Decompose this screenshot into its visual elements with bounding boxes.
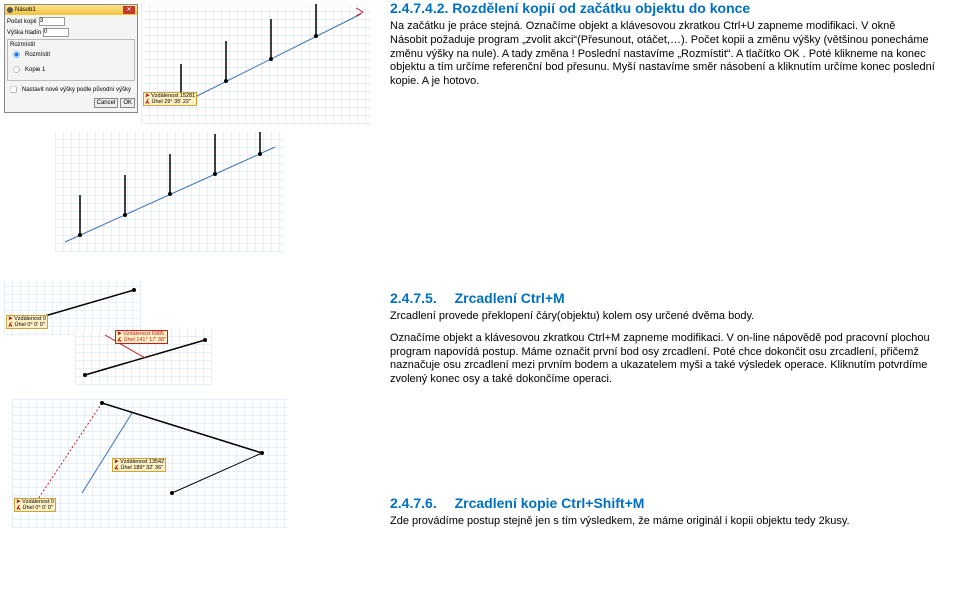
diagram-4: ➤ Vzdálenost 6985 ∡ Úhel 141° 17' 38" (75, 330, 212, 385)
close-icon[interactable]: ✕ (123, 6, 135, 14)
diag5-info-1: ➤ Vzdálenost 13542 ∡ Úhel 189° 32' 36" (112, 458, 166, 472)
heading-2: 2.4.7.5. Zrcadlení Ctrl+M (390, 290, 935, 306)
angle-icon: ∡ (114, 465, 119, 471)
dialog-titlebar: Násob1 ✕ (5, 5, 137, 15)
heading-1-title: Rozdělení kopií od začátku objektu do ko… (452, 0, 750, 16)
section-2-para2: Označíme objekt a klávesovou zkratkou Ct… (390, 332, 935, 387)
diag3-info: ➤ Vzdálenost 0 ∡ Úhel 0° 0' 0" (6, 315, 48, 329)
diagram-2 (55, 132, 285, 252)
checkbox-option[interactable] (10, 86, 17, 93)
label-height: Výška hladin (7, 30, 41, 36)
section-3: 2.4.7.6. Zrcadlení kopie Ctrl+Shift+M Zd… (390, 495, 935, 537)
diag4-info-red: ➤ Vzdálenost 6985 ∡ Úhel 141° 17' 38" (115, 330, 168, 344)
heading-1-number: 2.4.7.4.2. (390, 0, 448, 16)
input-height[interactable]: 0 (43, 28, 69, 37)
section-rozmistit: Rozmístit Rozmístit Kopie 1 (7, 39, 135, 81)
ok-button[interactable]: OK (120, 98, 135, 108)
section-2-para1: Zrcadlení provede překlopení čáry(objekt… (390, 310, 935, 324)
input-copies[interactable]: 3 (39, 17, 65, 26)
section-1: 2.4.7.4.2. Rozdělení kopií od začátku ob… (390, 0, 935, 97)
dialog-title: Násob1 (15, 7, 36, 13)
diag5-info-2: ➤ Vzdálenost 0 ∡ Úhel 0° 0' 0" (14, 498, 56, 512)
gear-icon (7, 7, 13, 13)
angle-icon: ∡ (16, 505, 21, 511)
heading-3-title: Zrcadlení kopie Ctrl+Shift+M (455, 495, 645, 511)
angle-icon: ∡ (8, 322, 13, 328)
heading-2-number: 2.4.7.5. (390, 290, 437, 306)
heading-3: 2.4.7.6. Zrcadlení kopie Ctrl+Shift+M (390, 495, 935, 511)
cancel-button[interactable]: Cancel (94, 98, 119, 108)
heading-1: 2.4.7.4.2. Rozdělení kopií od začátku ob… (390, 0, 935, 16)
radio-kopie[interactable] (13, 66, 20, 73)
section-1-body: Na začátku je práce stejná. Označíme obj… (390, 20, 935, 89)
dialog-window: Násob1 ✕ Počet kopií 3 Výška hladin 0 Ro… (4, 4, 138, 113)
label-copies: Počet kopií (7, 19, 37, 25)
diagram-3: ➤ Vzdálenost 0 ∡ Úhel 0° 0' 0" (4, 280, 141, 335)
heading-3-number: 2.4.7.6. (390, 495, 437, 511)
section-2: 2.4.7.5. Zrcadlení Ctrl+M Zrcadlení prov… (390, 290, 935, 395)
section-3-body: Zde provádíme postup stejně jen s tím vý… (390, 515, 935, 529)
diagram-5: ➤ Vzdálenost 13542 ∡ Úhel 189° 32' 36" ➤… (12, 398, 287, 528)
heading-2-title: Zrcadlení Ctrl+M (455, 290, 565, 306)
radio-rozmistit[interactable] (13, 51, 20, 58)
dialog-body: Počet kopií 3 Výška hladin 0 Rozmístit R… (5, 15, 137, 112)
diag1-info: ➤ Vzdálenost 15281 ∡ Úhel 29° 35' 22" (143, 92, 197, 106)
diagram-1: ➤ Vzdálenost 15281 ∡ Úhel 29° 35' 22" (141, 4, 371, 124)
angle-icon: ∡ (117, 337, 122, 343)
angle-icon: ∡ (145, 99, 150, 105)
